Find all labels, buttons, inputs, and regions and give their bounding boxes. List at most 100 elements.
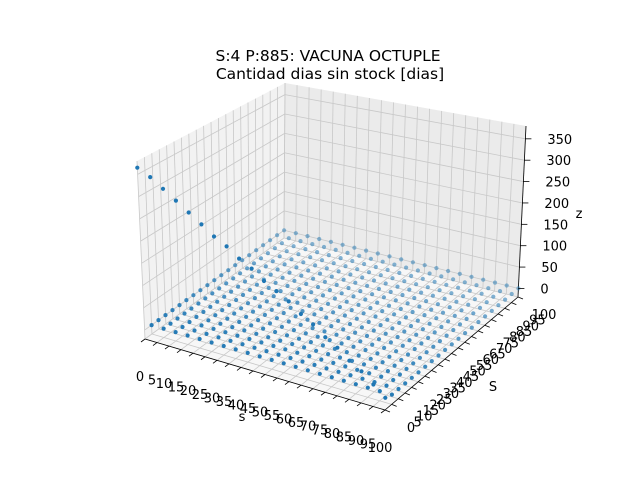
data-point (297, 287, 302, 292)
data-point (423, 364, 428, 369)
data-point (358, 339, 363, 344)
data-point (390, 276, 395, 281)
grid-back-x (342, 93, 346, 253)
data-point (252, 296, 257, 301)
data-point (350, 258, 355, 264)
data-point (149, 323, 154, 328)
data-point (293, 231, 298, 236)
data-point (234, 297, 239, 303)
data-point (359, 325, 364, 330)
data-point (375, 351, 380, 356)
data-point (397, 320, 402, 325)
data-point (444, 333, 449, 338)
data-point (362, 261, 367, 267)
data-point (313, 263, 318, 268)
data-point (404, 366, 409, 371)
data-point (437, 339, 442, 344)
data-point (292, 278, 297, 283)
data-point (344, 350, 349, 355)
data-point (378, 273, 383, 278)
chart-title-line1: S:4 P:885: VACUNA OCTUPLE (216, 47, 441, 65)
x-axis-label: s (239, 410, 246, 425)
data-point (380, 259, 385, 264)
data-point (451, 327, 456, 333)
data-point (437, 288, 442, 293)
data-point (337, 304, 342, 310)
data-point (291, 328, 296, 333)
data-point (403, 315, 408, 320)
data-point (257, 354, 262, 359)
data-point (449, 291, 454, 296)
data-point (427, 321, 432, 326)
data-point (444, 282, 449, 287)
data-point (440, 310, 446, 315)
data-point (392, 262, 397, 267)
data-point (250, 309, 256, 314)
tick-mark (140, 338, 146, 343)
data-point (210, 291, 215, 296)
data-point (392, 312, 397, 317)
grid-left-y (218, 118, 222, 284)
data-point (280, 275, 285, 280)
y-tick-label: 30 (443, 387, 460, 402)
data-point (405, 352, 411, 357)
tick-mark (308, 388, 314, 393)
data-point (267, 321, 273, 326)
data-point (339, 341, 344, 346)
data-point (201, 309, 206, 314)
grid-back-x (494, 121, 503, 292)
data-point (282, 228, 287, 233)
data-point (317, 320, 322, 325)
data-point (306, 268, 311, 273)
tick-labels: 0 5 10152025303540455055606570758085909510… (136, 133, 572, 456)
data-point (274, 289, 279, 294)
data-point (314, 298, 319, 303)
data-point (341, 378, 346, 383)
data-point (457, 271, 462, 276)
data-point (233, 263, 238, 268)
data-point (436, 353, 441, 358)
y-tick-label: 20 (429, 398, 446, 413)
chart-title-line2: Cantidad dias sin stock [dias] (216, 65, 444, 83)
grid-left-y (283, 82, 286, 239)
x-tick-label: 85 (336, 430, 353, 445)
data-point (386, 303, 392, 308)
grid-back-x (388, 102, 394, 265)
data-point (402, 279, 407, 284)
data-point (328, 239, 333, 244)
data-point (269, 307, 274, 312)
data-point (212, 278, 217, 283)
data-point (341, 277, 346, 282)
data-point (383, 395, 388, 400)
z-tick-label: 250 (545, 176, 570, 191)
data-point (429, 359, 434, 364)
grid-left-y (158, 149, 167, 324)
data-point (308, 340, 313, 345)
grid-left-y (240, 106, 243, 269)
x-tick-label: 80 (324, 427, 341, 442)
data-point (261, 243, 266, 248)
data-point (173, 330, 178, 335)
data-points (135, 165, 521, 400)
grid-back-x (482, 119, 491, 289)
data-point (229, 289, 234, 294)
tick-mark (424, 375, 431, 379)
x-tick-label: 75 (312, 423, 329, 438)
data-point (261, 278, 267, 284)
data-point (180, 324, 185, 330)
data-point (395, 284, 400, 289)
y-tick-label: 40 (456, 376, 473, 391)
data-point (299, 273, 304, 278)
tick-mark (332, 395, 338, 400)
data-point (286, 236, 291, 241)
data-point (422, 313, 427, 318)
tick-mark (431, 370, 437, 373)
data-point (305, 234, 310, 239)
data-point (456, 336, 461, 341)
grid-back-z (284, 94, 526, 140)
data-point (409, 273, 414, 278)
data-point (435, 302, 440, 307)
y-tick-label: 10 (416, 410, 433, 425)
data-point (320, 293, 326, 298)
tick-mark (497, 313, 504, 317)
